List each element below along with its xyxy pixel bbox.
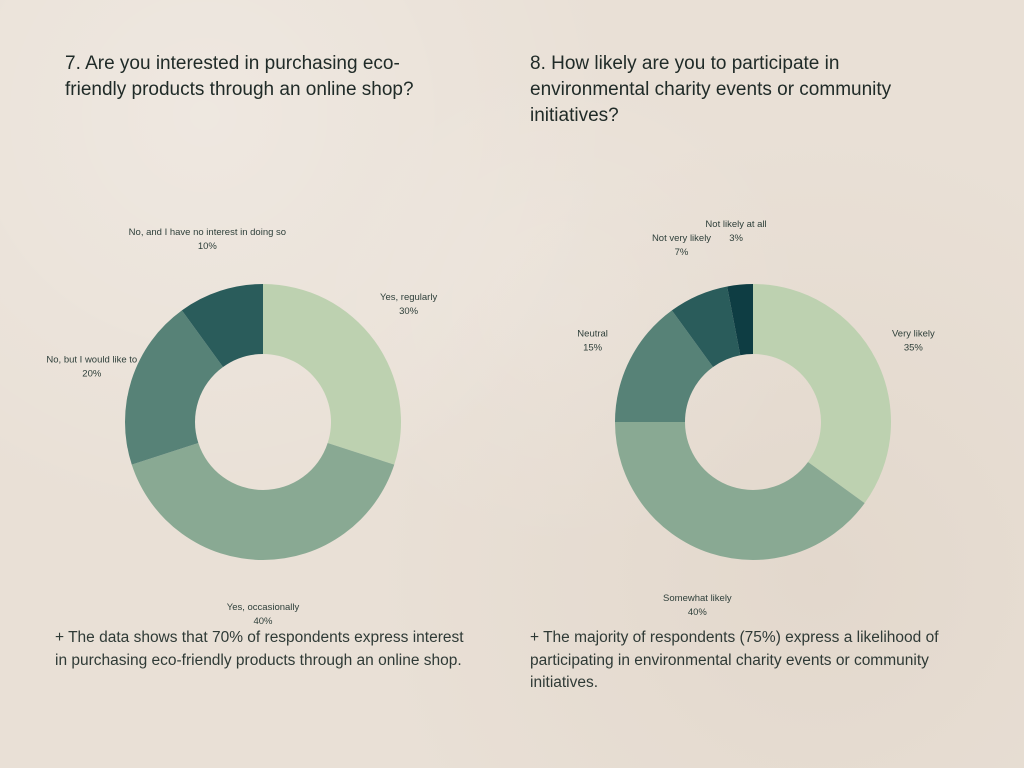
- question-8-panel: 8. How likely are you to participate in …: [512, 0, 1024, 768]
- slice-label-yes-occasionally: Yes, occasionally: [227, 602, 300, 613]
- question-8-summary: + The majority of respondents (75%) expr…: [530, 629, 939, 691]
- question-8-title: 8. How likely are you to participate in …: [530, 53, 892, 126]
- slice-no-and-i-have-no-interest-in-doing-so: [181, 284, 263, 367]
- slice-value-yes-occasionally: 40%: [253, 616, 273, 627]
- slice-very-likely: [753, 284, 891, 504]
- slice-label-not-likely-at-all: Not likely at all: [705, 219, 766, 230]
- slice-not-very-likely: [671, 286, 741, 367]
- question-7-summary: + The data shows that 70% of respondents…: [55, 629, 464, 669]
- slice-label-somewhat-likely: Somewhat likely: [663, 593, 732, 604]
- slice-neutral: [615, 310, 714, 422]
- slice-label-no-and-i-have-no-interest-in-doing-so: No, and I have no interest in doing so: [129, 227, 286, 238]
- slice-value-somewhat-likely: 40%: [688, 607, 708, 618]
- slice-value-no-but-i-would-like-to: 20%: [82, 368, 102, 379]
- slice-value-not-likely-at-all: 3%: [729, 233, 743, 244]
- slice-label-yes-regularly: Yes, regularly: [380, 292, 437, 303]
- slice-label-no-but-i-would-like-to: No, but I would like to: [46, 354, 137, 365]
- question-8-donut-chart: Very likely 35% Somewhat likely 40% Neutral 1…: [577, 219, 935, 618]
- slice-label-very-likely: Very likely: [892, 328, 935, 339]
- slice-not-likely-at-all: [727, 284, 753, 356]
- slice-value-no-and-i-have-no-interest-in-doing-so: 10%: [198, 241, 218, 252]
- slice-yes-occasionally: [131, 443, 395, 560]
- question-7-donut-chart: Yes, regularly 30% Yes, occasionally 40% No,…: [46, 227, 437, 627]
- slice-value-yes-regularly: 30%: [399, 306, 419, 317]
- slice-somewhat-likely: [615, 422, 865, 561]
- slice-value-very-likely: 35%: [904, 342, 924, 353]
- slice-label-not-very-likely: Not very likely: [652, 233, 711, 244]
- question-7-title: 7. Are you interested in purchasing eco-…: [65, 53, 414, 100]
- slice-yes-regularly: [263, 284, 401, 465]
- slice-label-neutral: Neutral: [577, 328, 608, 339]
- slice-no-but-i-would-like-to: [124, 310, 224, 465]
- slice-value-neutral: 15%: [583, 342, 603, 353]
- question-7-panel: 7. Are you interested in purchasing eco-…: [46, 53, 464, 669]
- slice-value-not-very-likely: 7%: [675, 247, 689, 258]
